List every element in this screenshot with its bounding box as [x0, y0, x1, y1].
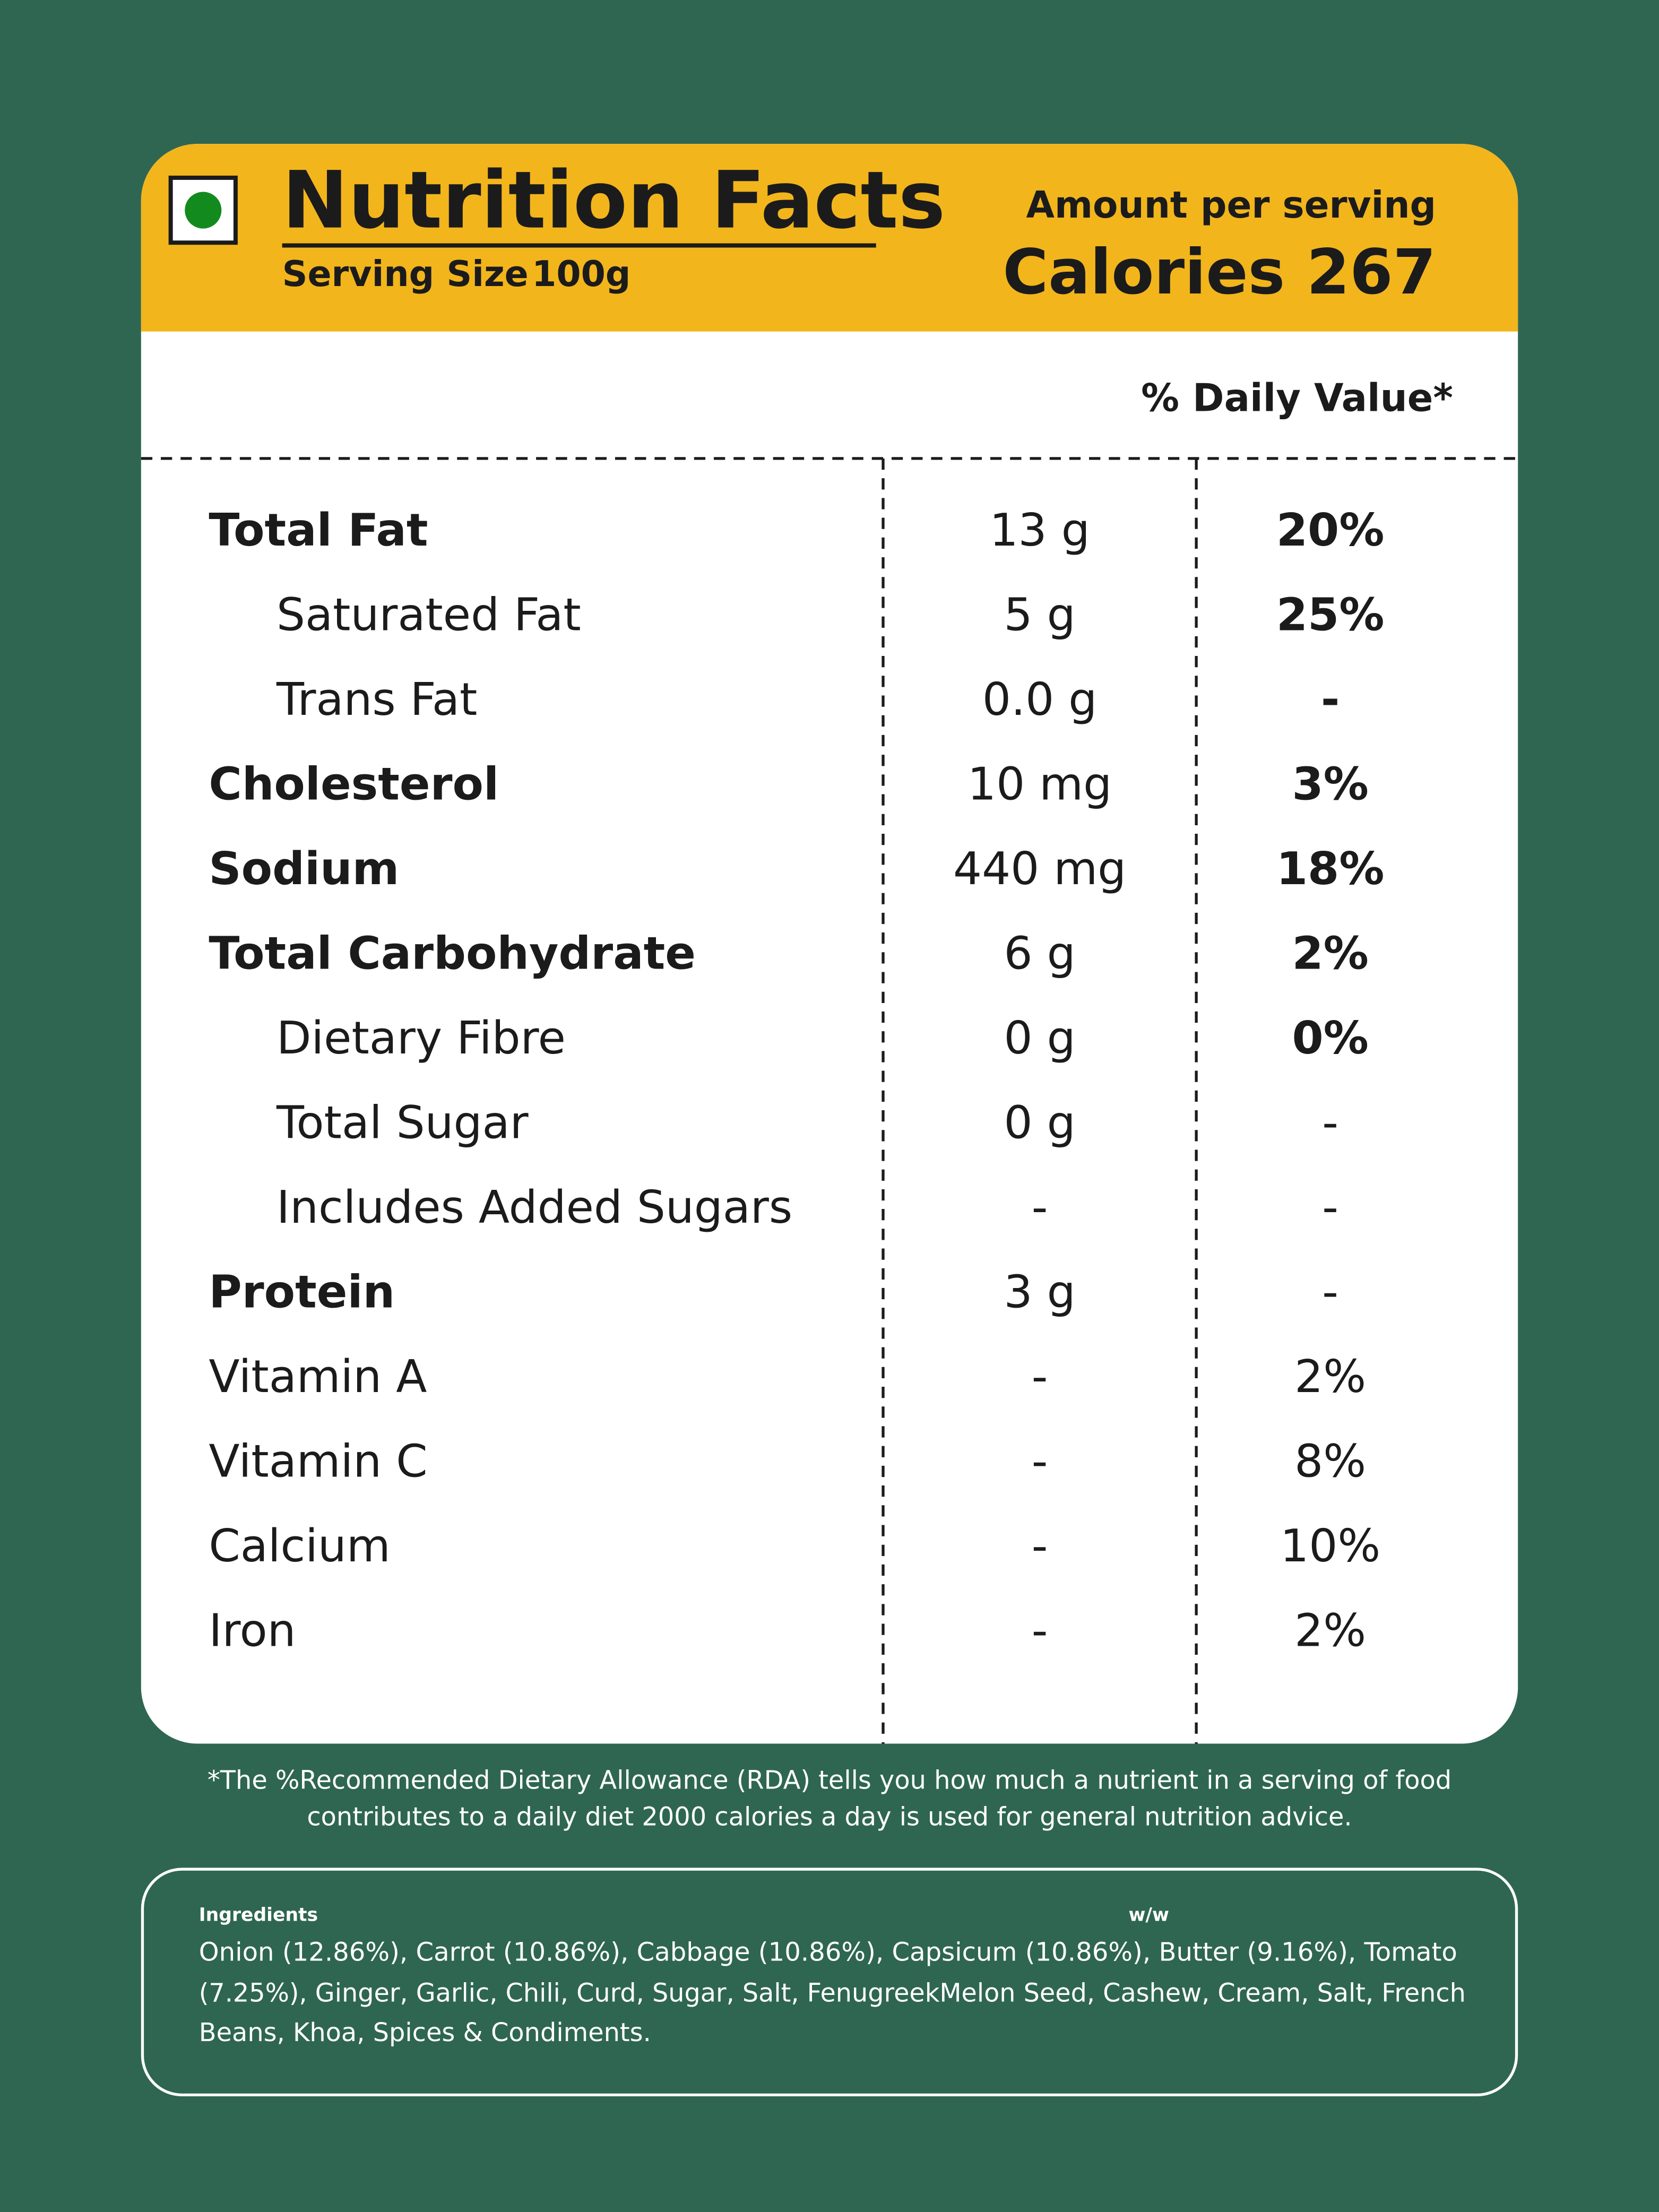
nutrient-daily-value: 2% [1292, 928, 1368, 980]
nutrient-amount: 10 mg [967, 758, 1112, 811]
nutrient-label: Calcium [209, 1520, 390, 1572]
nutrient-daily-value: - [1322, 1266, 1338, 1319]
nutrient-daily-value: 3% [1292, 758, 1368, 811]
card [141, 144, 1518, 1744]
nutrient-label: Sodium [209, 843, 399, 895]
amount-per-serving: Amount per serving [1026, 184, 1436, 227]
nutrient-daily-value: 0% [1292, 1012, 1368, 1065]
nutrient-amount: - [1032, 1605, 1048, 1657]
ingredients-unit: w/w [1129, 1904, 1169, 1925]
nutrient-amount: 13 g [989, 504, 1090, 557]
nutrient-label: Iron [209, 1605, 296, 1657]
nutrient-daily-value: 10% [1280, 1520, 1380, 1572]
nutrient-daily-value: - [1322, 1097, 1338, 1150]
nutrient-daily-value: 20% [1276, 504, 1385, 557]
nutrient-label: Saturated Fat [276, 589, 581, 642]
ingredients-heading: Ingredients [199, 1904, 318, 1925]
footnote: *The %Recommended Dietary Allowance (RDA… [208, 1766, 1451, 1795]
nutrient-amount: - [1032, 1520, 1048, 1572]
nutrient-amount: - [1032, 1436, 1048, 1488]
nutrient-label: Vitamin A [209, 1351, 427, 1403]
nutrient-amount: - [1032, 1351, 1048, 1403]
nutrient-amount: 0 g [1004, 1097, 1075, 1150]
nutrient-amount: 0 g [1004, 1012, 1075, 1065]
nutrient-label: Total Carbohydrate [209, 928, 696, 980]
nutrient-amount: 6 g [1004, 928, 1075, 980]
footnote: contributes to a daily diet 2000 calorie… [307, 1802, 1352, 1831]
nutrient-daily-value: - [1321, 673, 1340, 726]
title: Nutrition Facts [282, 155, 946, 247]
serving-size-label: Serving Size [282, 253, 529, 295]
nutrient-amount: 0.0 g [982, 673, 1097, 726]
nutrient-label: Total Fat [209, 504, 428, 557]
nutrient-amount: 440 mg [953, 843, 1126, 895]
calories: Calories 267 [1003, 236, 1436, 308]
nutrient-label: Trans Fat [276, 673, 477, 726]
nutrient-daily-value: 18% [1276, 843, 1385, 895]
ingredients-text: (7.25%), Ginger, Garlic, Chili, Curd, Su… [199, 1979, 1466, 2008]
ingredients-text: Onion (12.86%), Carrot (10.86%), Cabbage… [199, 1938, 1457, 1967]
nutrient-amount: 3 g [1004, 1266, 1075, 1319]
daily-value-heading: % Daily Value* [1141, 375, 1453, 420]
nutrient-amount: 5 g [1004, 589, 1075, 642]
nutrient-rows: Total Fat 13 g 20% Saturated Fat 5 g 25% Trans… [209, 504, 1384, 1657]
nutrient-daily-value: 2% [1294, 1605, 1366, 1657]
serving-size: 100g [532, 253, 630, 295]
nutrient-daily-value: 25% [1276, 589, 1385, 642]
nutrient-daily-value: 8% [1294, 1436, 1366, 1488]
header-band [141, 144, 1518, 332]
nutrient-amount: - [1032, 1181, 1048, 1234]
nutrient-label: Vitamin C [209, 1436, 427, 1488]
nutrient-daily-value: 2% [1294, 1351, 1366, 1403]
veg-dot [185, 192, 222, 229]
nutrient-label: Dietary Fibre [276, 1012, 566, 1065]
nutrient-label: Protein [209, 1266, 395, 1319]
nutrient-label: Includes Added Sugars [276, 1181, 792, 1234]
ingredients-box [141, 1868, 1518, 2097]
nutrient-daily-value: - [1322, 1181, 1338, 1234]
nutrient-label: Cholesterol [209, 758, 499, 811]
ingredients-text: Beans, Khoa, Spices & Condiments. [199, 2018, 651, 2047]
nutrient-label: Total Sugar [276, 1097, 529, 1150]
